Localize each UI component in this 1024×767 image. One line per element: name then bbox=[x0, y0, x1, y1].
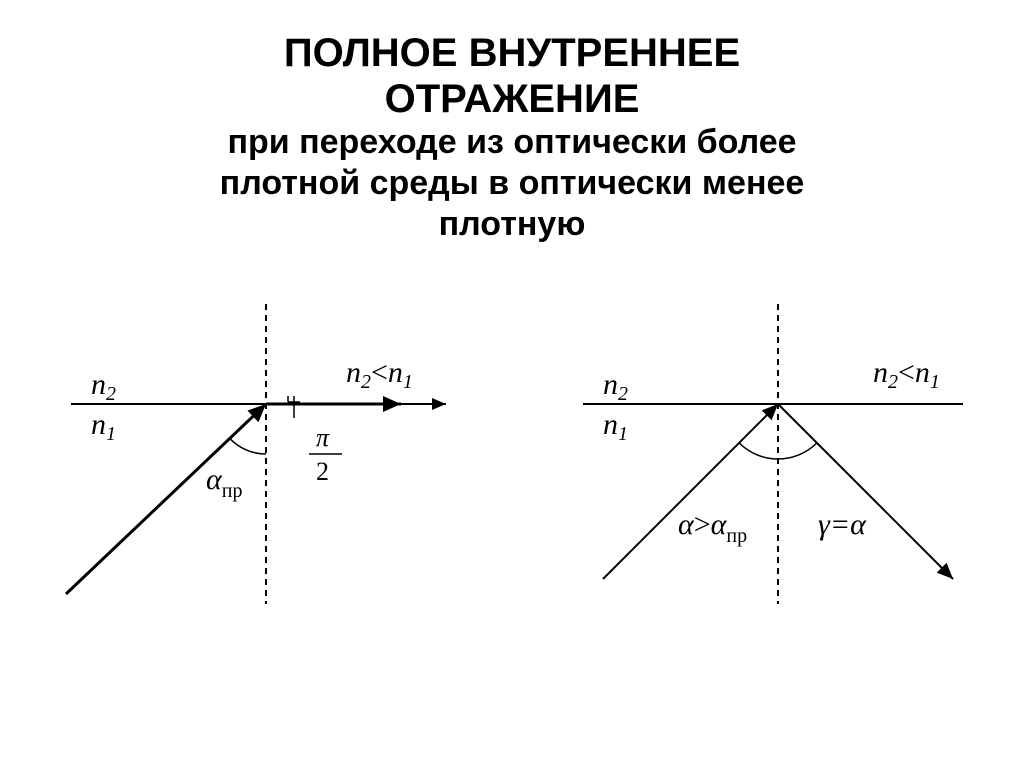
svg-text:γ=α: γ=α bbox=[818, 508, 867, 541]
svg-text:n1: n1 bbox=[91, 408, 116, 445]
svg-text:2: 2 bbox=[316, 457, 329, 486]
svg-text:n2: n2 bbox=[603, 368, 628, 405]
title-sub-3: плотную bbox=[439, 205, 586, 243]
title-main-1: ПОЛНОЕ ВНУТРЕННЕЕ bbox=[284, 31, 740, 75]
diagram-total-reflection: n2n1 n2<n1 α>αпр γ=α bbox=[548, 274, 988, 639]
title-main-2: ОТРАЖЕНИЕ bbox=[385, 77, 640, 121]
title-sub-1: при переходе из оптически более bbox=[227, 123, 796, 161]
svg-text:π: π bbox=[316, 423, 330, 452]
svg-text:n2<n1: n2<n1 bbox=[346, 356, 413, 393]
svg-text:n2: n2 bbox=[91, 368, 116, 405]
title-sub-2: плотной среды в оптически менее bbox=[220, 164, 805, 202]
svg-text:n2<n1: n2<n1 bbox=[873, 356, 940, 393]
svg-text:α>αпр: α>αпр bbox=[678, 508, 747, 547]
diagram-critical-angle: n2n1 n2<n1 αпр π 2 bbox=[36, 274, 476, 639]
svg-text:n1: n1 bbox=[603, 408, 628, 445]
svg-text:αпр: αпр bbox=[206, 463, 242, 502]
